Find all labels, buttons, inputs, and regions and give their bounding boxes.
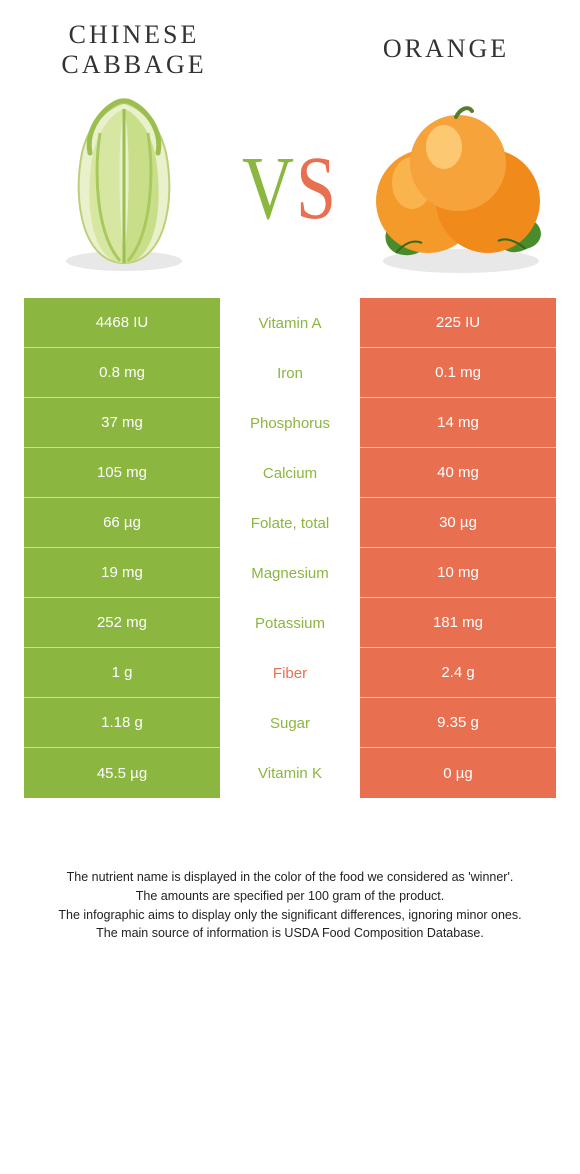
title-right: ORANGE (336, 20, 556, 64)
footnote-line: The amounts are specified per 100 gram o… (34, 887, 546, 906)
footnote-line: The nutrient name is displayed in the co… (34, 868, 546, 887)
cell-nutrient-label: Calcium (220, 448, 360, 498)
food-image-left (24, 93, 224, 283)
cell-right-value: 225 IU (360, 298, 556, 348)
cell-left-value: 4468 IU (24, 298, 220, 348)
footnotes: The nutrient name is displayed in the co… (24, 798, 556, 943)
table-row: 1.18 gSugar9.35 g (24, 698, 556, 748)
footnote-line: The main source of information is USDA F… (34, 924, 546, 943)
cell-left-value: 37 mg (24, 398, 220, 448)
cell-left-value: 1.18 g (24, 698, 220, 748)
table-row: 19 mgMagnesium10 mg (24, 548, 556, 598)
vs-s: S (296, 137, 338, 237)
cell-right-value: 10 mg (360, 548, 556, 598)
cell-left-value: 0.8 mg (24, 348, 220, 398)
vs-label: VS (242, 136, 338, 240)
cell-left-value: 45.5 µg (24, 748, 220, 798)
table-row: 66 µgFolate, total30 µg (24, 498, 556, 548)
table-row: 4468 IUVitamin A225 IU (24, 298, 556, 348)
vs-v: V (242, 137, 296, 237)
cell-left-value: 19 mg (24, 548, 220, 598)
cell-nutrient-label: Vitamin K (220, 748, 360, 798)
table-row: 0.8 mgIron0.1 mg (24, 348, 556, 398)
cell-nutrient-label: Fiber (220, 648, 360, 698)
cell-nutrient-label: Sugar (220, 698, 360, 748)
cell-right-value: 2.4 g (360, 648, 556, 698)
comparison-infographic: CHINESE CABBAGE ORANGE VS (0, 0, 580, 967)
cell-nutrient-label: Folate, total (220, 498, 360, 548)
cell-nutrient-label: Potassium (220, 598, 360, 648)
cell-left-value: 1 g (24, 648, 220, 698)
table-row: 1 gFiber2.4 g (24, 648, 556, 698)
cell-nutrient-label: Vitamin A (220, 298, 360, 348)
nutrient-table: 4468 IUVitamin A225 IU0.8 mgIron0.1 mg37… (24, 288, 556, 798)
cell-nutrient-label: Magnesium (220, 548, 360, 598)
table-row: 37 mgPhosphorus14 mg (24, 398, 556, 448)
cell-right-value: 181 mg (360, 598, 556, 648)
images-row: VS (24, 88, 556, 288)
cell-nutrient-label: Iron (220, 348, 360, 398)
food-image-right (356, 93, 556, 283)
cell-right-value: 14 mg (360, 398, 556, 448)
cell-left-value: 66 µg (24, 498, 220, 548)
cell-left-value: 105 mg (24, 448, 220, 498)
cell-nutrient-label: Phosphorus (220, 398, 360, 448)
titles-row: CHINESE CABBAGE ORANGE (24, 20, 556, 88)
cell-right-value: 9.35 g (360, 698, 556, 748)
title-left: CHINESE CABBAGE (24, 20, 244, 80)
cell-right-value: 0 µg (360, 748, 556, 798)
table-row: 252 mgPotassium181 mg (24, 598, 556, 648)
cell-left-value: 252 mg (24, 598, 220, 648)
cell-right-value: 30 µg (360, 498, 556, 548)
cell-right-value: 40 mg (360, 448, 556, 498)
cell-right-value: 0.1 mg (360, 348, 556, 398)
table-row: 105 mgCalcium40 mg (24, 448, 556, 498)
footnote-line: The infographic aims to display only the… (34, 906, 546, 925)
table-row: 45.5 µgVitamin K0 µg (24, 748, 556, 798)
